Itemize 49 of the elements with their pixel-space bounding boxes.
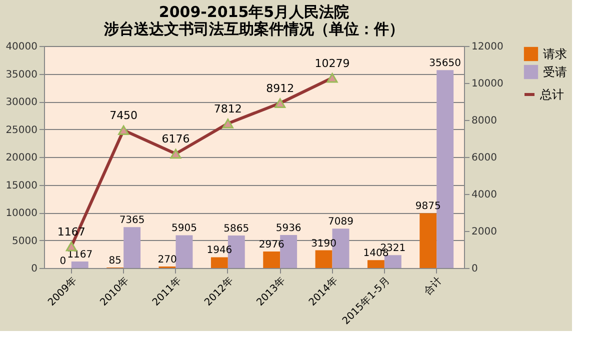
y2-tick-label: 10000 xyxy=(472,78,504,90)
y-tick-label: 30000 xyxy=(6,97,38,108)
y-tick-label: 15000 xyxy=(6,180,38,192)
bar xyxy=(420,213,437,268)
y-tick-label: 5000 xyxy=(12,236,38,247)
data-label: 9875 xyxy=(415,201,441,212)
data-label: 85 xyxy=(108,256,122,267)
y2-tick-label: 8000 xyxy=(472,116,497,126)
y-tick-label: 0 xyxy=(31,264,38,274)
data-label: 2976 xyxy=(258,239,284,250)
data-label: 7450 xyxy=(110,109,138,122)
y-tick-label: 40000 xyxy=(6,42,38,52)
y2-tick-label: 12000 xyxy=(472,42,504,52)
y-tick-label: 35000 xyxy=(6,69,38,80)
bar xyxy=(384,255,402,268)
text: 2009-2015年5月人民法院 xyxy=(158,3,350,21)
data-label: 6176 xyxy=(162,132,190,146)
y-tick-label: 25000 xyxy=(6,124,38,136)
bar xyxy=(315,250,332,268)
y2-tick-label: 2000 xyxy=(472,226,497,238)
data-label: 35650 xyxy=(429,58,461,70)
data-label: 7089 xyxy=(328,216,354,228)
y2-tick-label: 0 xyxy=(472,264,478,274)
text: 涉台送达文书司法互助案件情况（单位：件） xyxy=(104,20,404,38)
legend-label: 请求 xyxy=(543,47,567,61)
data-label: 5936 xyxy=(276,223,302,234)
data-label: 3190 xyxy=(311,238,337,250)
legend-label: 受请 xyxy=(543,65,567,79)
y-tick-label: 20000 xyxy=(6,152,38,164)
bar xyxy=(124,227,141,268)
bar xyxy=(367,260,384,268)
data-label: 10279 xyxy=(314,56,350,70)
data-label: 5865 xyxy=(224,223,250,234)
y2-tick-label: 6000 xyxy=(472,152,497,164)
data-label: 5905 xyxy=(171,223,197,234)
data-label: 8912 xyxy=(266,82,294,96)
y-tick-label: 10000 xyxy=(6,208,38,219)
legend-label: 总计 xyxy=(539,88,564,102)
bar xyxy=(176,235,193,268)
bar xyxy=(71,262,88,268)
bar xyxy=(263,251,280,268)
data-label: 7812 xyxy=(214,102,242,116)
bar xyxy=(210,257,228,268)
data-label: 7365 xyxy=(119,215,145,226)
y2-tick-label: 4000 xyxy=(472,190,497,200)
data-label: 270 xyxy=(158,254,177,266)
x-tick-label: 合计 xyxy=(422,274,444,298)
data-label: 1946 xyxy=(206,245,232,256)
data-label: 0 xyxy=(60,256,66,267)
